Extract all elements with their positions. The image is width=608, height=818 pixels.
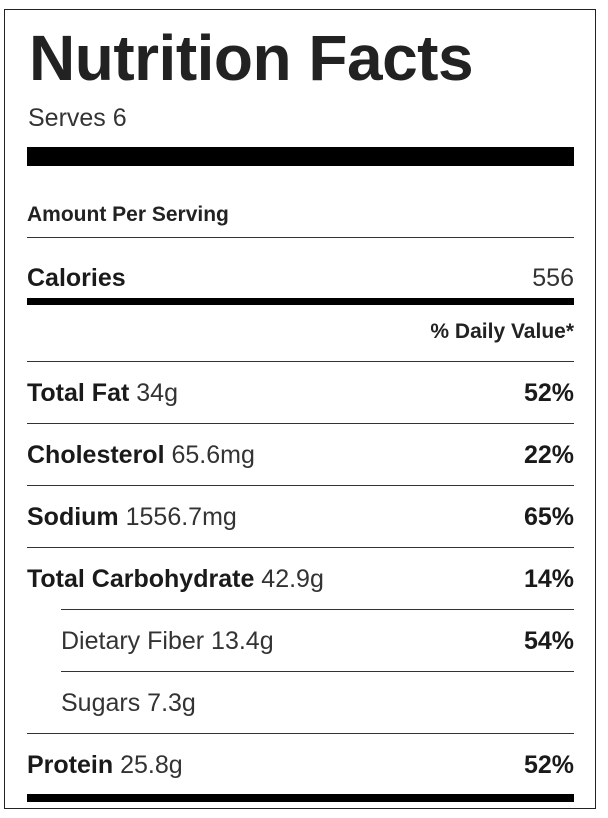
calories-value: 556 bbox=[532, 264, 574, 292]
protein-row: Protein 25.8g 52% bbox=[27, 750, 574, 780]
protein-dv: 52% bbox=[523, 751, 574, 779]
daily-value-header-row: % Daily Value* bbox=[27, 317, 574, 347]
total-fat-amount: 34g bbox=[136, 379, 178, 407]
amount-per-serving-label: Amount Per Serving bbox=[27, 203, 229, 226]
sodium-amount: 1556.7mg bbox=[125, 503, 237, 531]
dietary-fiber-row: Dietary Fiber 13.4g 54% bbox=[27, 626, 574, 656]
total-fat-dv: 52% bbox=[523, 379, 574, 407]
total-fat-row: Total Fat 34g 52% bbox=[27, 378, 574, 408]
divider-before-fiber bbox=[61, 609, 574, 610]
sugars-row: Sugars 7.3g bbox=[27, 688, 574, 718]
medium-divider bbox=[27, 298, 574, 305]
calories-label: Calories bbox=[27, 264, 126, 292]
label-title: Nutrition Facts bbox=[29, 22, 474, 94]
thick-divider bbox=[27, 147, 574, 166]
dietary-fiber-label: Dietary Fiber bbox=[61, 627, 205, 655]
cholesterol-dv: 22% bbox=[523, 441, 574, 469]
protein-amount: 25.8g bbox=[120, 751, 183, 779]
cholesterol-row: Cholesterol 65.6mg 22% bbox=[27, 440, 574, 470]
sodium-row: Sodium 1556.7mg 65% bbox=[27, 502, 574, 532]
sugars-label: Sugars bbox=[61, 689, 141, 717]
total-carbohydrate-row: Total Carbohydrate 42.9g 14% bbox=[27, 564, 574, 594]
divider-before-cholesterol bbox=[27, 423, 574, 424]
divider-before-total-fat bbox=[27, 361, 574, 362]
divider-before-carbs bbox=[27, 547, 574, 548]
total-carbohydrate-label: Total Carbohydrate bbox=[27, 565, 255, 593]
bottom-divider bbox=[27, 794, 574, 802]
total-fat-label: Total Fat bbox=[27, 379, 130, 407]
cholesterol-amount: 65.6mg bbox=[171, 441, 255, 469]
serves-text: Serves 6 bbox=[28, 104, 127, 132]
sodium-dv: 65% bbox=[523, 503, 574, 531]
sodium-label: Sodium bbox=[27, 503, 119, 531]
daily-value-header: % Daily Value* bbox=[430, 320, 574, 343]
label-inner: Nutrition Facts Serves 6 Amount Per Serv… bbox=[27, 10, 574, 808]
nutrition-facts-label: Nutrition Facts Serves 6 Amount Per Serv… bbox=[4, 9, 596, 809]
total-carbohydrate-amount: 42.9g bbox=[261, 565, 324, 593]
calories-row: Calories 556 bbox=[27, 263, 574, 293]
sugars-amount: 7.3g bbox=[147, 689, 196, 717]
cholesterol-label: Cholesterol bbox=[27, 441, 165, 469]
divider-before-protein bbox=[27, 733, 574, 734]
protein-label: Protein bbox=[27, 751, 114, 779]
amount-per-serving-row: Amount Per Serving bbox=[27, 200, 574, 230]
divider-before-sodium bbox=[27, 485, 574, 486]
total-carbohydrate-dv: 14% bbox=[523, 565, 574, 593]
dietary-fiber-amount: 13.4g bbox=[211, 627, 274, 655]
divider-after-amount bbox=[27, 237, 574, 238]
divider-before-sugars bbox=[61, 671, 574, 672]
dietary-fiber-dv: 54% bbox=[523, 627, 574, 655]
